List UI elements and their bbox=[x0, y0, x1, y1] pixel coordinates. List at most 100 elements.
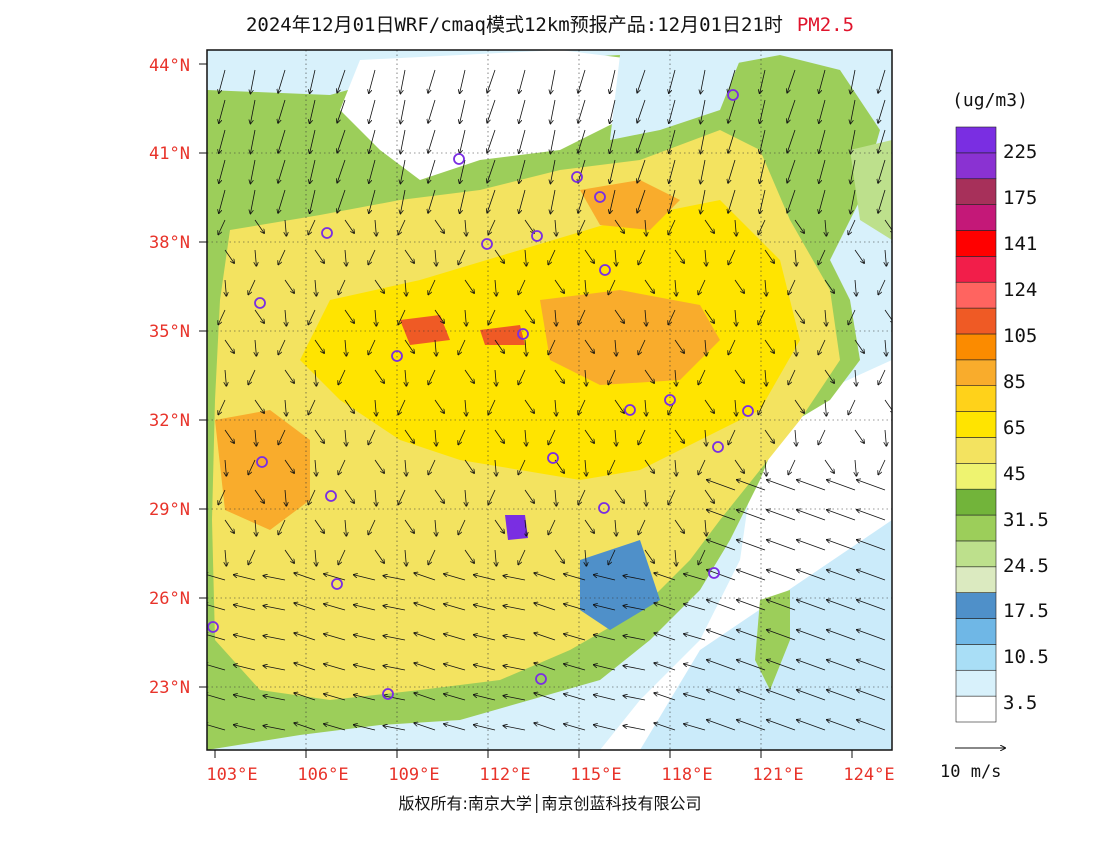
wind-vector bbox=[374, 279, 384, 293]
wind-vector bbox=[884, 399, 892, 413]
wind-vector bbox=[234, 605, 256, 611]
wind-vector bbox=[850, 159, 856, 184]
wind-vector bbox=[487, 159, 496, 183]
colorbar-swatch bbox=[955, 669, 997, 697]
wind-vector bbox=[444, 604, 466, 611]
station-marker bbox=[453, 153, 465, 165]
wind-vector bbox=[310, 189, 316, 213]
wind-vector bbox=[767, 630, 796, 641]
korea-edge bbox=[850, 140, 892, 240]
wind-vector bbox=[374, 459, 384, 473]
wind-vector bbox=[608, 279, 616, 295]
wind-vector bbox=[219, 69, 226, 93]
wind-vector bbox=[704, 399, 714, 413]
lat-label-32: 32°N bbox=[149, 411, 190, 431]
wind-vector bbox=[728, 129, 736, 153]
wind-vector bbox=[637, 99, 646, 123]
wind-vector bbox=[255, 519, 256, 536]
wind-vector bbox=[737, 630, 766, 641]
colorbar-swatch bbox=[955, 307, 997, 335]
wind-vector bbox=[737, 660, 766, 671]
station-marker bbox=[481, 238, 493, 250]
station-marker bbox=[727, 89, 739, 101]
wind-vector bbox=[795, 339, 796, 356]
wind-vector bbox=[615, 429, 616, 446]
wind-vector bbox=[737, 690, 766, 701]
wind-vector bbox=[345, 249, 346, 266]
station-marker bbox=[664, 394, 676, 406]
wind-vector bbox=[310, 69, 316, 93]
wind-vector bbox=[234, 695, 256, 701]
station-marker bbox=[325, 490, 337, 502]
wind-vector bbox=[488, 219, 496, 235]
wind-vector bbox=[578, 159, 586, 183]
wind-vector bbox=[458, 339, 466, 355]
wind-vector bbox=[555, 399, 556, 416]
wind-vector bbox=[344, 489, 354, 503]
wind-vector bbox=[614, 399, 624, 413]
wind-vector bbox=[734, 279, 744, 293]
wind-vector bbox=[827, 720, 856, 731]
wind-vector bbox=[669, 159, 676, 183]
wind-vector bbox=[555, 219, 556, 236]
colorbar-swatch bbox=[955, 178, 997, 205]
wind-vector bbox=[465, 219, 466, 236]
wind-vector bbox=[735, 309, 736, 326]
wind-vector bbox=[294, 573, 316, 581]
wind-vector bbox=[788, 369, 796, 385]
wind-vector bbox=[854, 249, 864, 263]
wind-vector bbox=[637, 69, 646, 93]
wind-vector bbox=[404, 339, 414, 353]
colorbar-swatch bbox=[955, 152, 997, 180]
wind-vector bbox=[324, 634, 346, 641]
wind-vector bbox=[219, 99, 226, 123]
wind-vector bbox=[354, 725, 376, 731]
wind-vector bbox=[594, 605, 616, 611]
lat-label-29: 29°N bbox=[149, 500, 190, 520]
wind-vector bbox=[458, 249, 466, 265]
wind-vector bbox=[414, 693, 436, 701]
wind-vector bbox=[315, 279, 316, 296]
wind-vector bbox=[434, 309, 444, 323]
wind-vector bbox=[414, 573, 436, 581]
wind-vector bbox=[400, 189, 406, 214]
wind-vector bbox=[460, 129, 466, 153]
lat-label-35: 35°N bbox=[149, 322, 190, 342]
wind-vector bbox=[645, 309, 646, 326]
wind-vector bbox=[857, 630, 886, 641]
station-marker bbox=[331, 578, 343, 590]
wind-vector bbox=[684, 694, 706, 701]
wind-vector bbox=[400, 69, 406, 94]
wind-vector bbox=[465, 489, 466, 506]
station-marker bbox=[712, 441, 724, 453]
wind-vector bbox=[674, 249, 684, 263]
wind-vector bbox=[795, 429, 796, 446]
wind-vector bbox=[354, 695, 376, 701]
lat-label-26: 26°N bbox=[149, 589, 190, 609]
wind-vector bbox=[878, 459, 886, 475]
wind-vector bbox=[368, 249, 376, 265]
wind-vector bbox=[444, 694, 466, 701]
wind-vector bbox=[374, 549, 384, 563]
wind-vector bbox=[623, 726, 646, 731]
wind-vector bbox=[850, 189, 856, 214]
wind-vector bbox=[668, 309, 676, 325]
wind-vector bbox=[398, 399, 406, 415]
wind-vector bbox=[707, 480, 736, 491]
colorbar-swatch bbox=[955, 644, 997, 671]
wind-vector bbox=[637, 159, 646, 183]
wind-vector bbox=[878, 369, 886, 385]
wind-vector bbox=[827, 600, 856, 611]
wind-vector bbox=[554, 279, 564, 293]
wind-vector bbox=[494, 339, 504, 353]
wind-vector bbox=[668, 489, 676, 505]
wind-vector bbox=[675, 369, 676, 386]
wind-vector bbox=[435, 429, 436, 446]
wind-vector bbox=[737, 540, 766, 551]
colorbar-swatch bbox=[955, 540, 997, 568]
wind-vector bbox=[827, 510, 856, 521]
station-marker bbox=[598, 502, 610, 514]
wind-vector bbox=[518, 549, 526, 565]
wind-vector bbox=[218, 489, 226, 505]
wind-vector bbox=[608, 369, 616, 385]
